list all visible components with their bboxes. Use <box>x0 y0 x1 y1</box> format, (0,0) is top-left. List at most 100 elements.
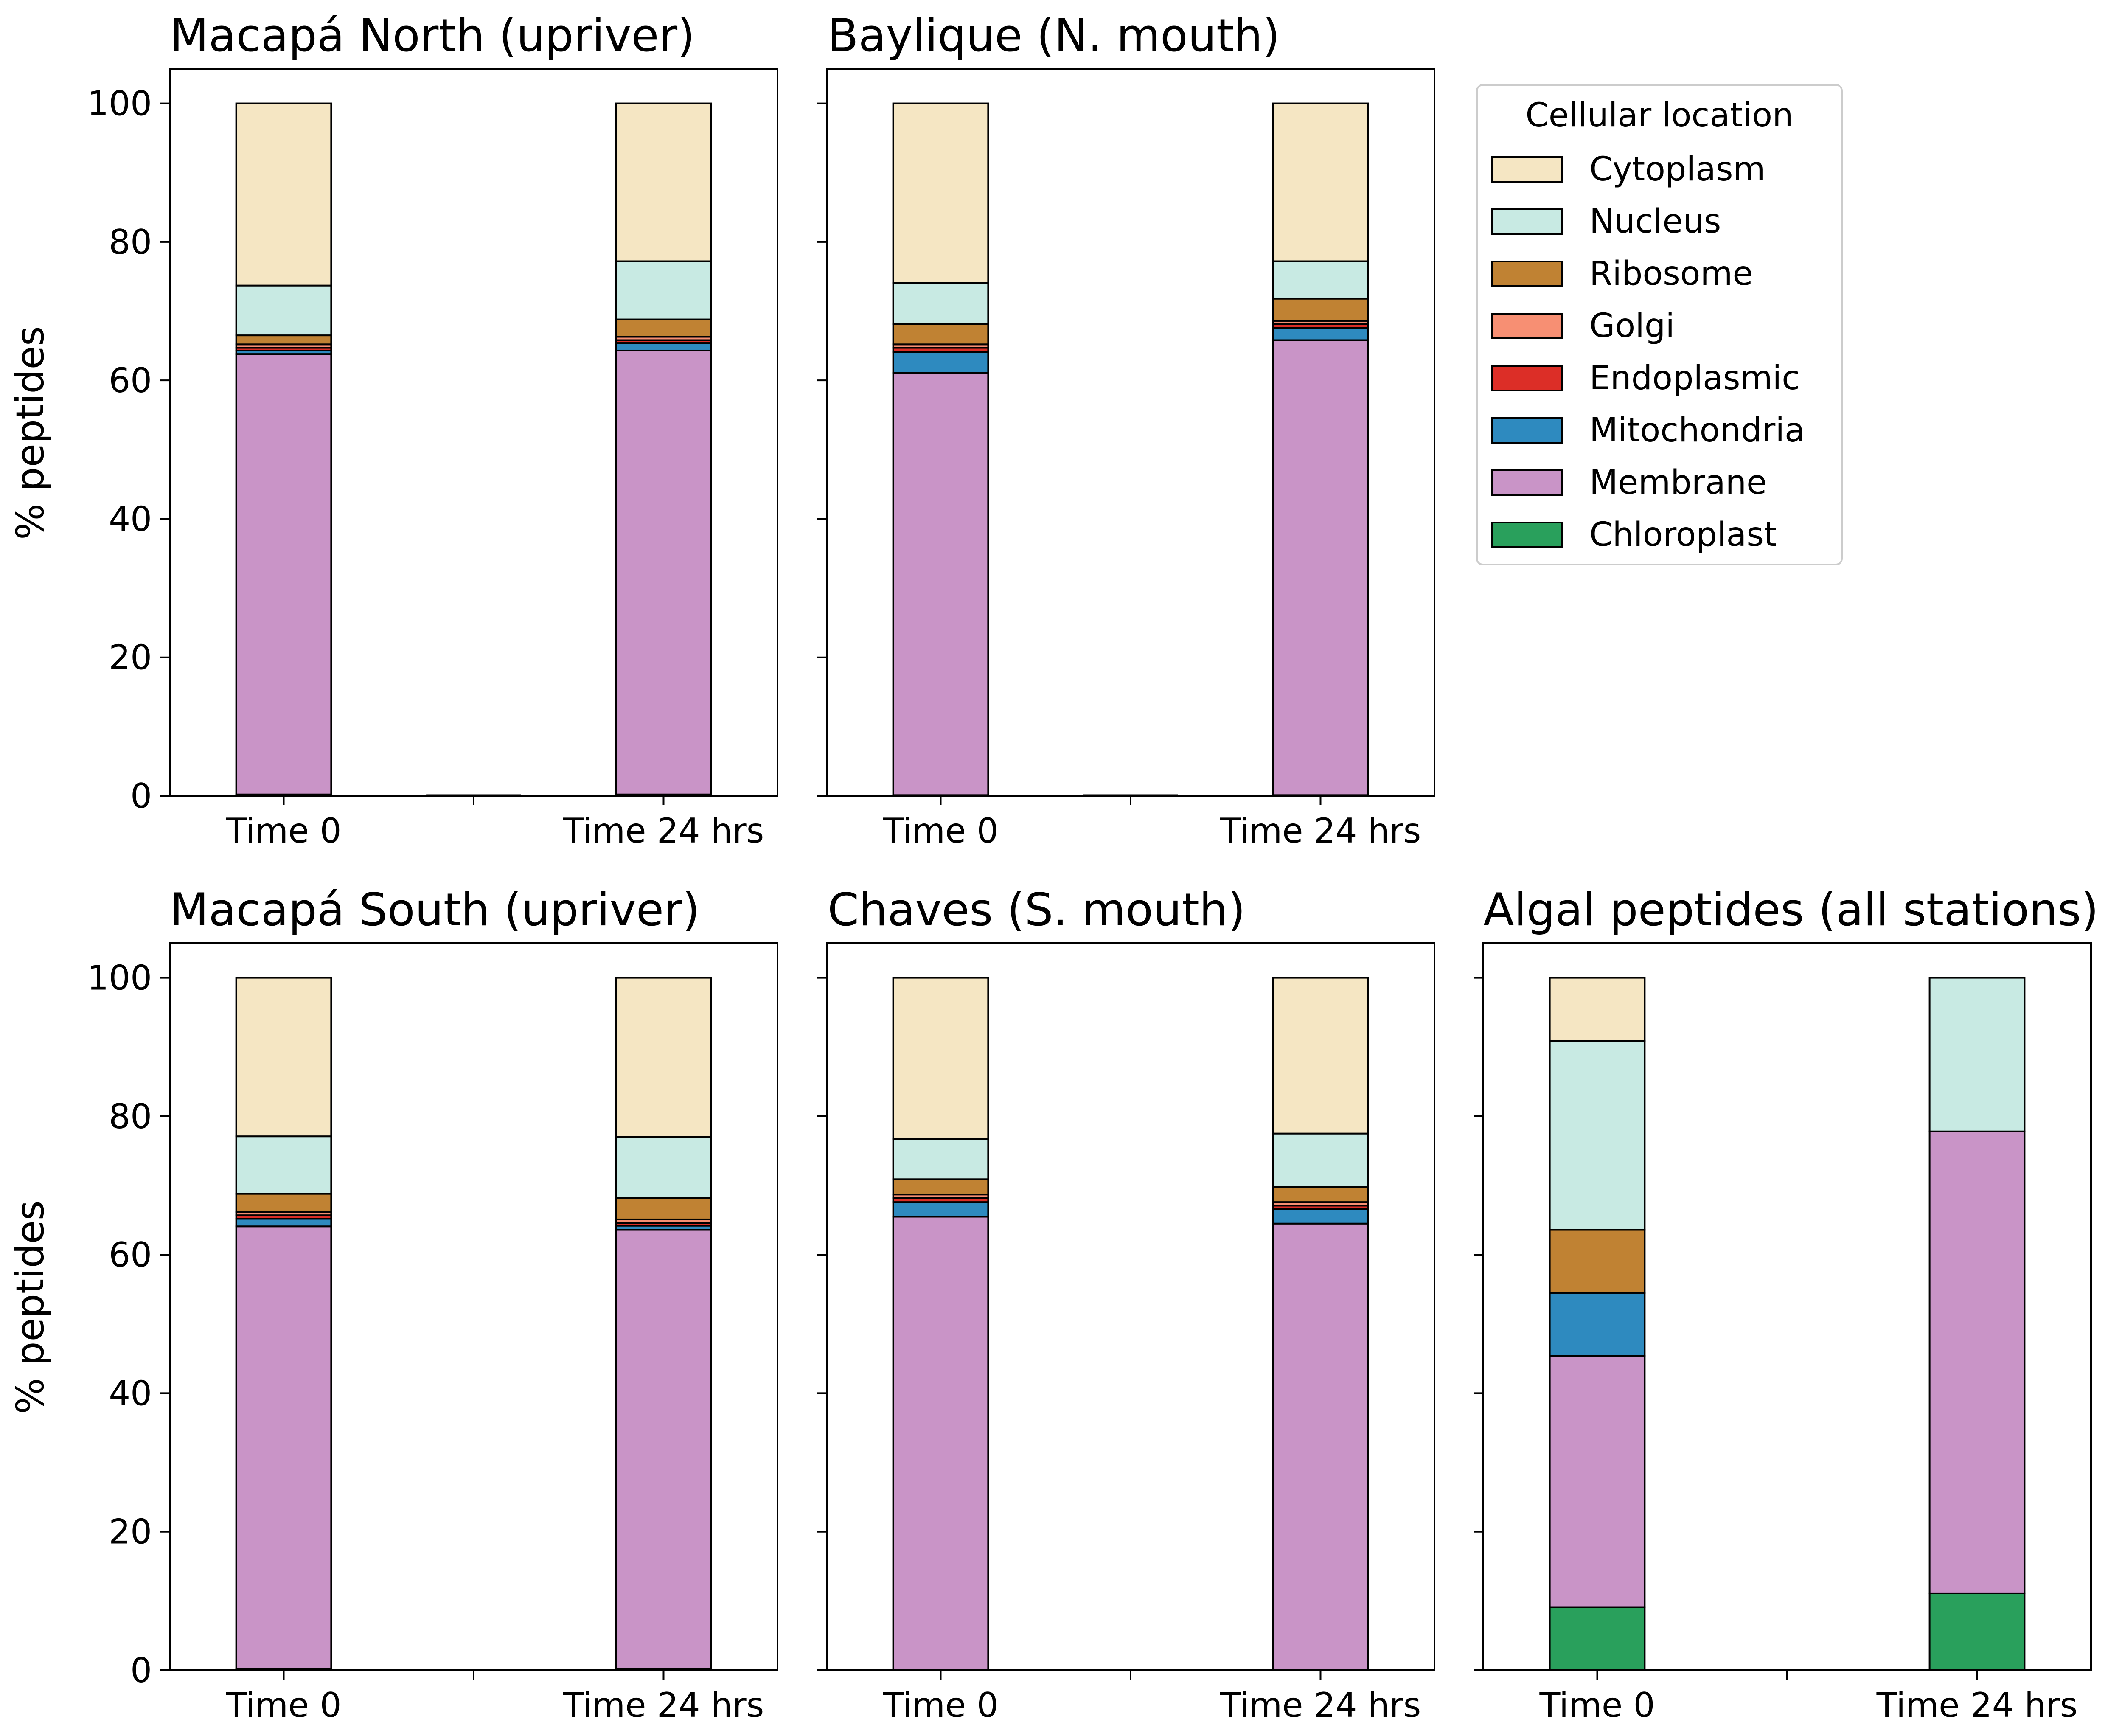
legend-label: Golgi <box>1589 307 1675 345</box>
x-tick-label: Time 24 hrs <box>1876 1685 2078 1725</box>
bar-segment-nucleus-time-24-hrs <box>615 1136 712 1199</box>
legend: Cellular location Cytoplasm Nucleus Riboso… <box>1476 84 1843 565</box>
legend-label: Mitochondria <box>1589 411 1805 449</box>
legend-item-mitochondria: Mitochondria <box>1491 411 1805 449</box>
bar-segment-membrane-time-24-hrs <box>615 349 712 795</box>
legend-label: Ribosome <box>1589 255 1753 293</box>
bar-segment-nucleus-time-24-hrs <box>1272 1132 1369 1188</box>
y-tick-label: 20 <box>109 638 152 677</box>
x-tick-label: Time 0 <box>225 1685 341 1725</box>
bar-segment-nucleus-time-0 <box>892 282 989 325</box>
legend-label: Endoplasmic <box>1589 359 1800 397</box>
bar-segment-ribosome-time-0 <box>1549 1229 1646 1294</box>
plot-area: Time 0 Time 24 hrs <box>1474 942 2092 1725</box>
y-tick-label: 40 <box>109 1374 152 1413</box>
bar-segment-ribosome-time-24-hrs <box>615 318 712 338</box>
bar-segment-nucleus-time-0 <box>892 1138 989 1180</box>
bar-segment-cytoplasm-time-0 <box>1549 977 1646 1042</box>
x-tick-label: Time 0 <box>882 1685 998 1725</box>
bar-segment-membrane-time-24-hrs <box>1272 339 1369 796</box>
x-tick-label: Time 24 hrs <box>563 1685 764 1725</box>
bar-segment-cytoplasm-time-0 <box>235 102 332 287</box>
plot-area: 0 20 40 60 80 100 Time 0 Time 24 hrs <box>87 942 778 1725</box>
bar-segment-ribosome-time-0 <box>235 1193 332 1213</box>
panel-macapa-north: Macapá North (upriver) 0 20 40 60 80 100 Time … <box>87 9 778 851</box>
x-tick-label: Time 0 <box>1539 1685 1655 1725</box>
y-tick-label: 20 <box>109 1512 152 1552</box>
bar-segment-chloroplast-time-24-hrs <box>1928 1592 2026 1671</box>
y-tick-label: 80 <box>109 222 152 262</box>
bar-segment-mitochondria-time-24-hrs <box>1272 327 1369 341</box>
bar-segment-cytoplasm-time-24-hrs <box>615 102 712 262</box>
legend-item-nucleus: Nucleus <box>1491 202 1721 241</box>
bar-segment-ribosome-time-24-hrs <box>1272 298 1369 322</box>
legend-label: Chloroplast <box>1589 516 1777 554</box>
bar-segment-membrane-time-0 <box>892 372 989 796</box>
bar-segment-cytoplasm-time-0 <box>235 977 332 1138</box>
legend-frame <box>1476 84 1843 565</box>
legend-swatch <box>1491 313 1563 339</box>
y-tick-label: 60 <box>109 361 152 400</box>
panel-title: Baylique (N. mouth) <box>828 9 1280 62</box>
y-tick-label: 40 <box>109 499 152 539</box>
ylabel-bottom: % peptides <box>8 1200 53 1414</box>
bar-segment-nucleus-time-24-hrs <box>1272 260 1369 300</box>
bar-segment-ribosome-time-24-hrs <box>1272 1186 1369 1203</box>
legend-items: Cytoplasm Nucleus Ribosome Golgi Endoplasmic… <box>1491 150 1805 554</box>
bar-segment-membrane-time-0 <box>235 353 332 795</box>
y-tick-label: 0 <box>130 776 152 816</box>
legend-swatch <box>1491 156 1563 183</box>
y-tick-label: 100 <box>87 958 152 998</box>
legend-label: Membrane <box>1589 463 1767 502</box>
bar-segment-mitochondria-time-0 <box>892 351 989 374</box>
bar-segment-cytoplasm-time-24-hrs <box>1272 977 1369 1135</box>
bar-segment-cytoplasm-time-0 <box>892 102 989 284</box>
legend-swatch <box>1491 365 1563 391</box>
legend-swatch <box>1491 522 1563 548</box>
bar-segment-nucleus-time-0 <box>235 284 332 337</box>
legend-item-endoplasmic: Endoplasmic <box>1491 359 1800 397</box>
legend-swatch <box>1491 417 1563 444</box>
bar-segment-mitochondria-time-24-hrs <box>615 342 712 351</box>
bar-segment-nucleus-time-0 <box>235 1135 332 1195</box>
panel-macapa-south: Macapá South (upriver) 0 20 40 60 80 100 Time … <box>87 884 778 1725</box>
bar-segment-mitochondria-time-24-hrs <box>1272 1208 1369 1225</box>
legend-item-golgi: Golgi <box>1491 307 1675 345</box>
bar-segment-mitochondria-time-0 <box>1549 1292 1646 1357</box>
legend-swatch <box>1491 469 1563 496</box>
plot-area: 0 20 40 60 80 100 Time 0 Time 24 hrs <box>87 68 778 851</box>
legend-label: Cytoplasm <box>1589 150 1766 188</box>
bar-segment-membrane-time-24-hrs <box>1272 1222 1369 1671</box>
legend-title: Cellular location <box>1525 96 1793 135</box>
bar-segment-chloroplast-time-0 <box>1549 1606 1646 1671</box>
y-tick-label: 0 <box>130 1651 152 1690</box>
bar-segment-membrane-time-24-hrs <box>1928 1130 2026 1594</box>
legend-swatch <box>1491 261 1563 287</box>
y-tick-label: 100 <box>87 84 152 124</box>
bar-segment-nucleus-time-24-hrs <box>1928 977 2026 1132</box>
panel-algal: Algal peptides (all stations) Time 0 Time… <box>1474 884 2099 1725</box>
legend-item-chloroplast: Chloroplast <box>1491 516 1777 554</box>
bar-segment-mitochondria-time-0 <box>892 1201 989 1218</box>
ylabel-bottom-text: % peptides <box>8 1200 53 1414</box>
y-tick-label: 60 <box>109 1235 152 1275</box>
legend-label: Nucleus <box>1589 202 1721 241</box>
panel-title: Macapá North (upriver) <box>170 9 695 62</box>
ylabel-top: % peptides <box>8 326 53 539</box>
plot-area: Time 0 Time 24 hrs <box>817 68 1435 851</box>
bar-segment-cytoplasm-time-0 <box>892 977 989 1140</box>
bar-segment-ribosome-time-0 <box>892 1178 989 1196</box>
bar-segment-ribosome-time-0 <box>892 323 989 346</box>
panel-title: Chaves (S. mouth) <box>828 884 1245 936</box>
x-tick-label: Time 24 hrs <box>1220 811 1421 851</box>
bar-segment-membrane-time-0 <box>892 1216 989 1671</box>
panel-title: Algal peptides (all stations) <box>1483 884 2099 936</box>
bar-segment-ribosome-time-0 <box>235 334 332 346</box>
x-tick-label: Time 24 hrs <box>1220 1685 1421 1725</box>
x-tick-label: Time 24 hrs <box>563 811 764 851</box>
legend-swatch <box>1491 208 1563 235</box>
bar-segment-cytoplasm-time-24-hrs <box>615 977 712 1138</box>
x-tick-label: Time 0 <box>225 811 341 851</box>
panel-baylique: Baylique (N. mouth) Time 0 Time 24 hrs <box>817 9 1435 851</box>
